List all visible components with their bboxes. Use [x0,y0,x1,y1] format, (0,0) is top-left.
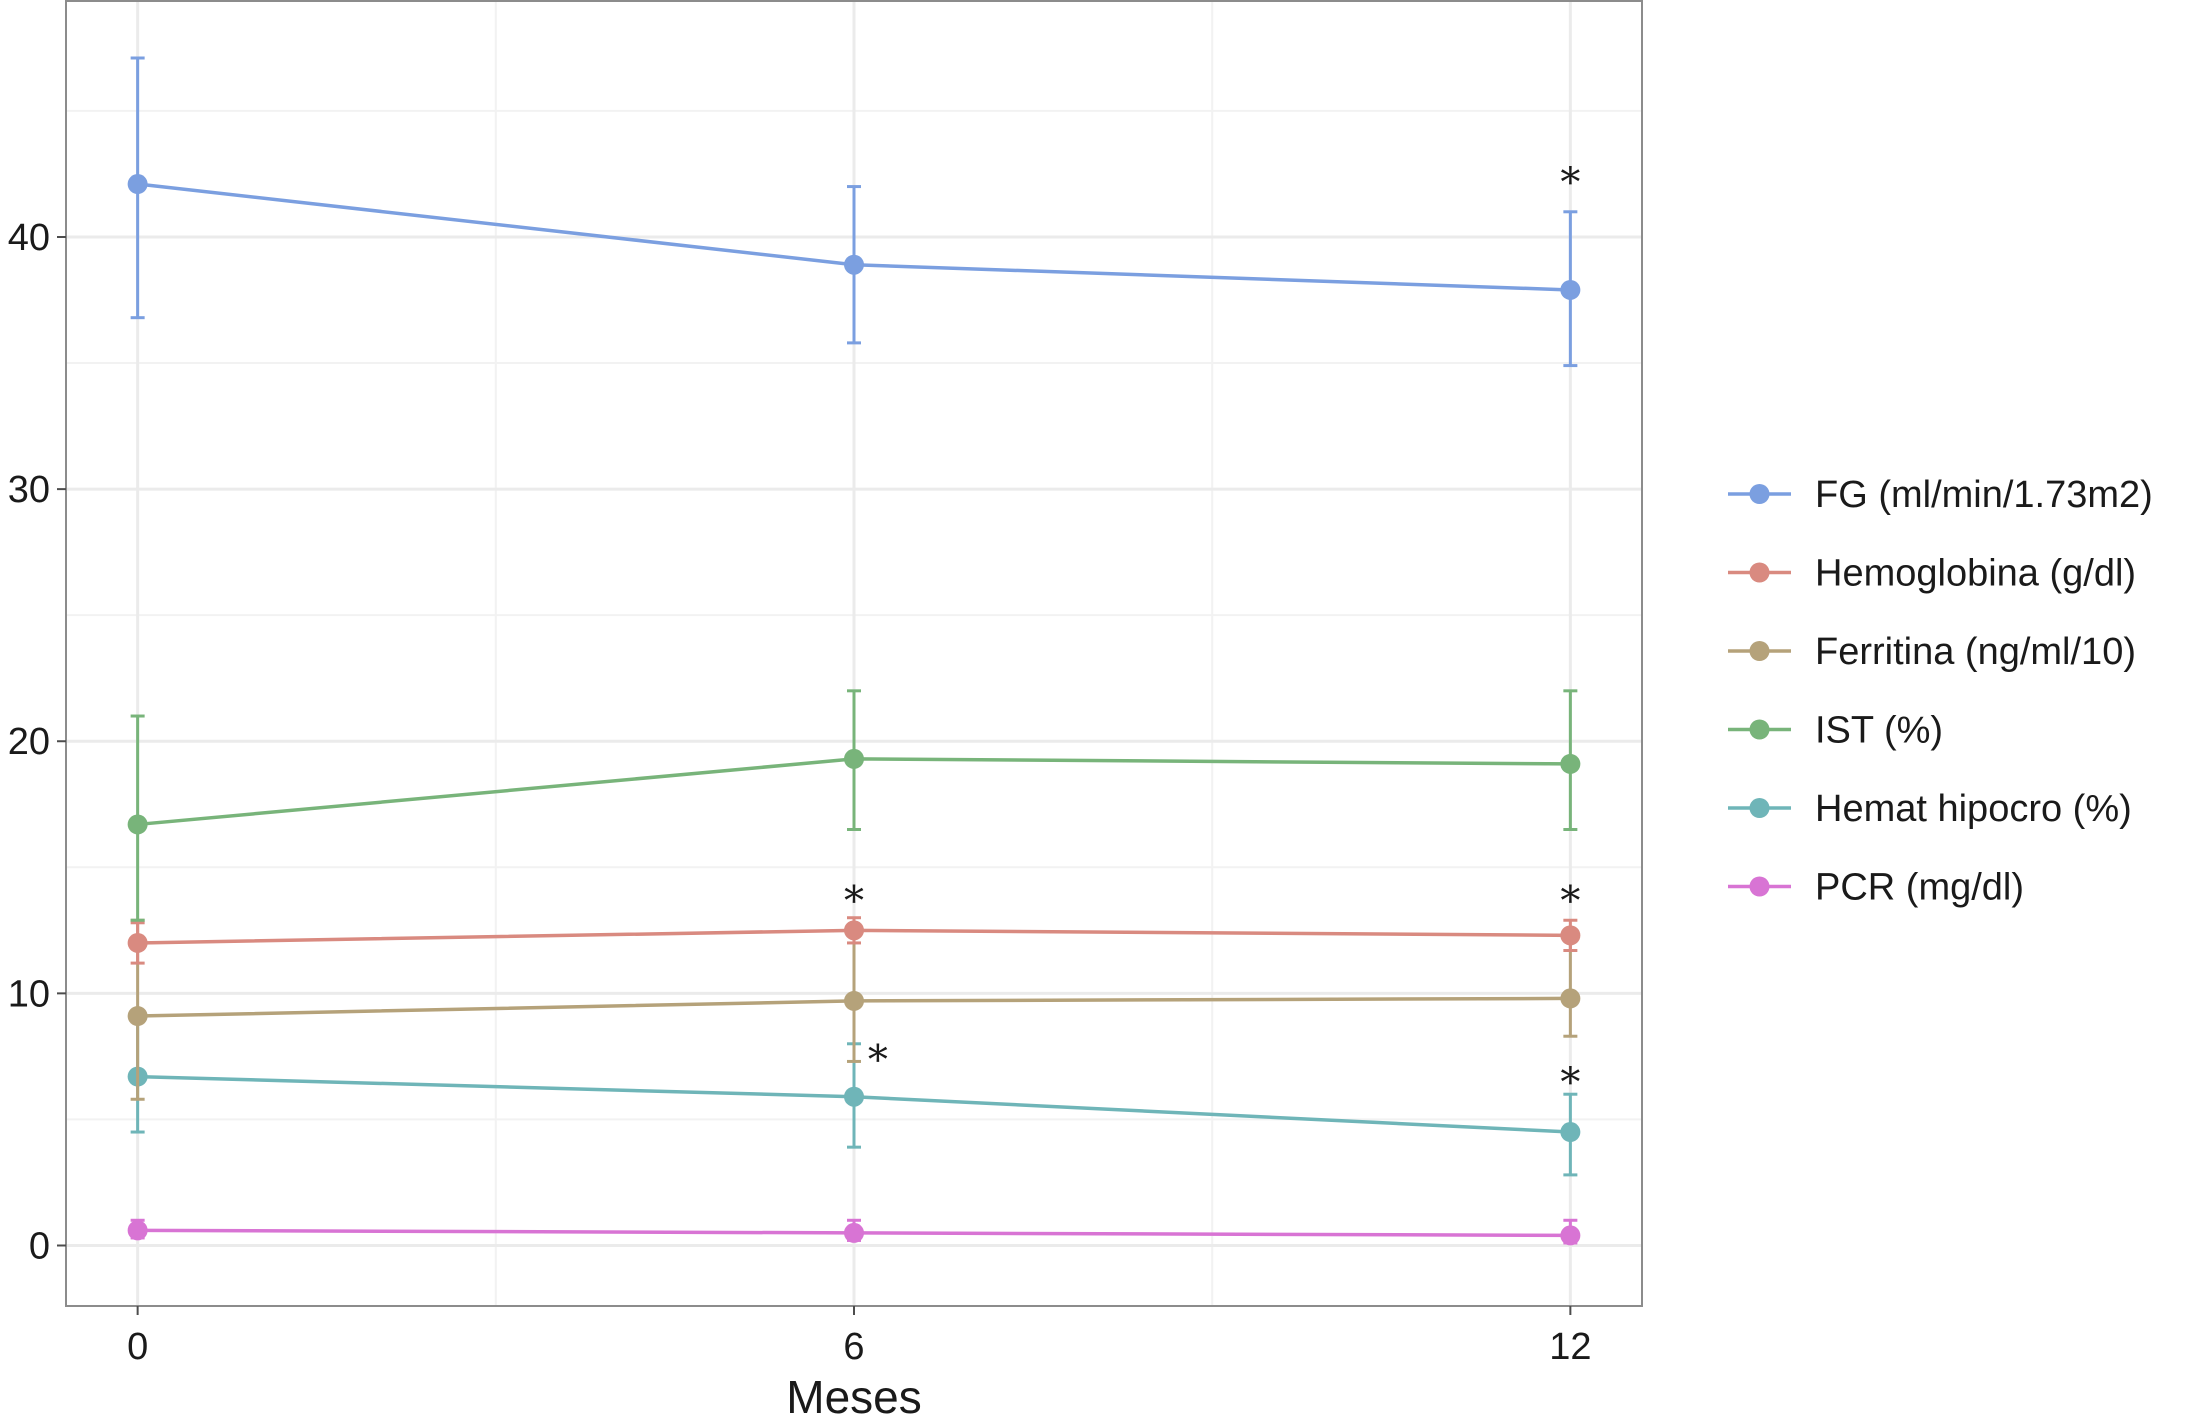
legend-item: PCR (mg/dl) [1728,867,2024,909]
legend-label: FG (ml/min/1.73m2) [1815,474,2153,516]
x-tick-label: 6 [843,1326,864,1368]
legend-label: IST (%) [1815,710,1943,752]
data-point [1560,753,1581,774]
x-tick-label: 0 [127,1326,148,1368]
y-tick-label: 0 [29,1225,50,1267]
series-layer [127,56,1581,1246]
significance-annotations: * * * * * [844,160,1580,1106]
significance-asterisk: * [1560,1060,1580,1106]
x-axis: Meses 0 6 12 [127,1306,1592,1423]
data-point [844,990,864,1011]
data-point [127,1006,148,1027]
data-point [1560,925,1581,946]
series-1 [127,916,1581,965]
x-axis-title: Meses [786,1371,921,1423]
series-5 [127,1218,1581,1246]
legend-key-point [1749,484,1770,504]
y-tick-label: 20 [8,721,50,763]
y-axis: 0 10 20 30 40 [8,217,66,1267]
significance-asterisk: * [1560,160,1580,206]
data-point [1560,1122,1581,1143]
y-tick-label: 40 [8,217,50,259]
legend-item: IST (%) [1728,710,1943,752]
data-point [1560,1225,1581,1246]
legend-key-point [1749,562,1770,583]
legend-label: Hemat hipocro (%) [1815,788,2132,830]
series-0 [127,56,1581,368]
legend-key-point [1749,719,1770,740]
legend-item: Ferritina (ng/ml/10) [1728,631,2136,673]
series-2 [127,918,1581,1101]
series-3 [127,689,1581,922]
data-point [1560,988,1581,1009]
data-point [127,932,148,953]
data-point [127,174,148,195]
legend-key-point [1749,876,1770,897]
data-point [844,1222,864,1243]
legend-key-point [1749,798,1770,818]
data-point [127,1220,148,1241]
data-point [844,920,864,941]
significance-asterisk: * [1560,879,1580,925]
legend-item: Hemoglobina (g/dl) [1728,553,2136,595]
significance-asterisk: * [868,1037,888,1083]
legend-item: Hemat hipocro (%) [1728,788,2132,830]
data-point [844,1086,864,1107]
legend: FG (ml/min/1.73m2) Hemoglobina (g/dl) Ferr… [1728,474,2153,909]
data-point [127,814,148,835]
legend-key-point [1749,641,1770,661]
data-point [1560,279,1581,300]
y-tick-label: 10 [8,973,50,1015]
legend-label: Hemoglobina (g/dl) [1815,553,2136,595]
y-tick-label: 30 [8,469,50,511]
legend-label: PCR (mg/dl) [1815,867,2024,909]
legend-label: Ferritina (ng/ml/10) [1815,631,2136,673]
legend-item: FG (ml/min/1.73m2) [1728,474,2153,516]
significance-asterisk: * [844,879,864,925]
x-tick-label: 12 [1549,1326,1591,1368]
data-point [844,254,864,275]
data-point [844,748,864,769]
